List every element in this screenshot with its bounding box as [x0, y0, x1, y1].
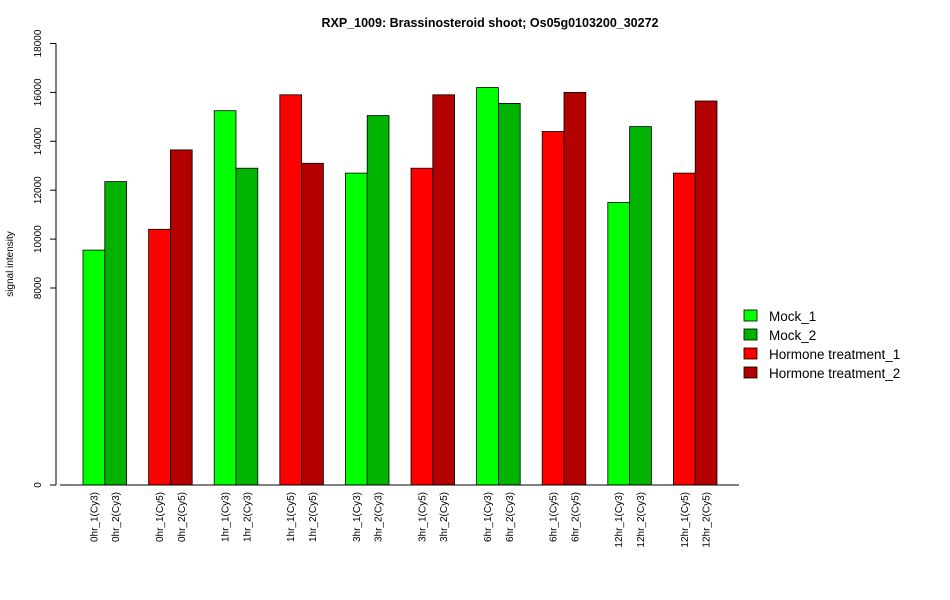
x-tick-label: 0hr_2(Cy3)	[111, 492, 122, 542]
bar-6hr_2(Cy5)	[563, 92, 587, 486]
x-tick-label: 1hr_1(Cy5)	[286, 492, 297, 542]
x-tick-label: 6hr_2(Cy3)	[505, 492, 516, 542]
bar-3hr_1(Cy3)	[344, 172, 368, 486]
legend-swatch	[743, 366, 758, 379]
legend-swatch	[743, 347, 758, 360]
bar-1hr_2(Cy3)	[235, 167, 259, 486]
y-tick-label: 16000	[33, 78, 44, 106]
x-tick-label: 0hr_2(Cy5)	[177, 492, 188, 542]
bar-12hr_2(Cy3)	[629, 126, 652, 486]
x-tick-label: 1hr_1(Cy3)	[221, 492, 232, 542]
chart-title: RXP_1009: Brassinosteroid shoot; Os05g01…	[322, 16, 659, 30]
x-tick-label: 3hr_2(Cy5)	[439, 492, 450, 542]
x-tick-label: 3hr_1(Cy3)	[352, 492, 363, 542]
x-tick-label: 12hr_1(Cy5)	[680, 492, 691, 548]
bar-6hr_1(Cy5)	[541, 131, 565, 486]
y-tick-label: 0	[33, 482, 44, 488]
x-tick-label: 12hr_2(Cy5)	[702, 492, 713, 548]
legend-swatch	[743, 328, 758, 341]
bar-0hr_1(Cy3)	[82, 249, 106, 486]
legend-swatch	[743, 309, 758, 322]
legend-label: Hormone treatment_2	[769, 366, 900, 381]
x-tick-label: 3hr_2(Cy3)	[374, 492, 385, 542]
bar-3hr_1(Cy5)	[410, 167, 434, 486]
y-tick-label: 18000	[33, 29, 44, 57]
legend-label: Mock_2	[769, 328, 816, 343]
legend: Mock_1 Mock_2 Hormone treatment_1 Hormone t…	[743, 309, 900, 381]
legend-label: Mock_1	[769, 309, 816, 324]
y-tick-label: 14000	[33, 127, 44, 155]
x-tick-label: 1hr_2(Cy5)	[308, 492, 319, 542]
bar-12hr_2(Cy5)	[694, 100, 718, 486]
x-tick-label: 6hr_1(Cy5)	[549, 492, 560, 542]
x-tick-label: 6hr_2(Cy5)	[570, 492, 581, 542]
y-tick-label: 10000	[33, 225, 44, 253]
bar-0hr_2(Cy3)	[104, 181, 128, 486]
x-tick-label: 3hr_1(Cy5)	[417, 492, 428, 542]
y-axis-label: signal intensity	[5, 231, 16, 297]
x-tick-label: 1hr_2(Cy3)	[242, 492, 253, 542]
y-tick-label: 12000	[33, 176, 44, 204]
bar-12hr_1(Cy3)	[607, 201, 630, 486]
x-tick-label: 6hr_1(Cy3)	[483, 492, 494, 542]
bar-12hr_1(Cy5)	[673, 172, 696, 486]
bar-3hr_2(Cy5)	[432, 94, 455, 486]
x-tick-label: 0hr_1(Cy3)	[89, 492, 100, 542]
x-tick-label: 12hr_2(Cy3)	[636, 492, 647, 548]
bar-1hr_2(Cy5)	[301, 162, 324, 486]
bar-0hr_2(Cy5)	[169, 149, 193, 486]
bars-group	[82, 87, 718, 486]
bar-6hr_2(Cy3)	[497, 103, 521, 486]
x-axis: 0hr_1(Cy3) 0hr_2(Cy3) 0hr_1(Cy5) 0hr_2(Cy5)…	[60, 484, 739, 548]
y-axis: 0 8000 10000 12000 14000 16000 18000	[33, 29, 57, 488]
legend-label: Hormone treatment_1	[769, 347, 900, 362]
x-tick-label: 0hr_1(Cy5)	[155, 492, 166, 542]
bar-3hr_2(Cy3)	[366, 115, 390, 486]
y-tick-label: 8000	[33, 276, 44, 299]
bar-1hr_1(Cy5)	[279, 94, 302, 486]
x-tick-label: 12hr_1(Cy3)	[614, 492, 625, 548]
bar-6hr_1(Cy3)	[476, 87, 499, 486]
bar-0hr_1(Cy5)	[148, 228, 171, 486]
bar-1hr_1(Cy3)	[213, 110, 237, 486]
